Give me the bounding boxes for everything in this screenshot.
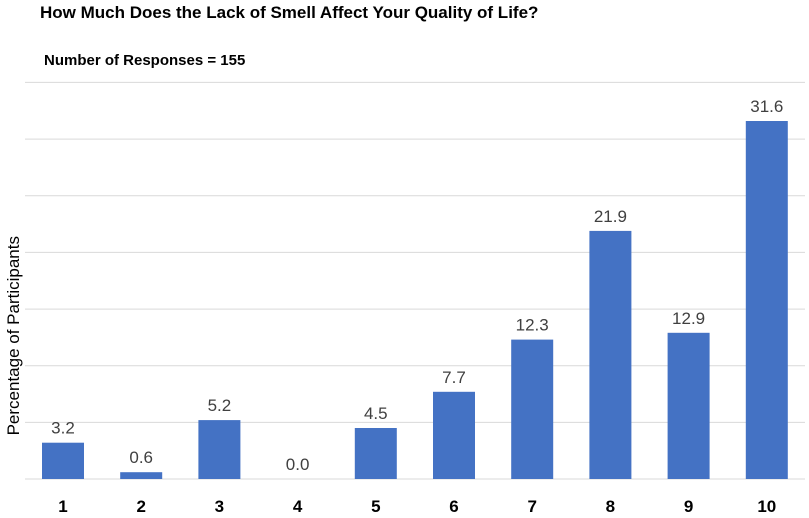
bar-8 xyxy=(589,230,632,479)
bar-5 xyxy=(354,428,397,479)
x-tick-label-8: 8 xyxy=(606,497,615,516)
x-tick-labels: 1 2 3 4 5 6 7 8 9 10 xyxy=(58,497,776,516)
data-label-8: 21.9 xyxy=(594,207,627,226)
data-label-9: 12.9 xyxy=(672,309,705,328)
data-label-1: 3.2 xyxy=(51,419,75,438)
x-tick-label-10: 10 xyxy=(757,497,776,516)
x-tick-label-6: 6 xyxy=(449,497,458,516)
x-tick-label-2: 2 xyxy=(136,497,145,516)
data-label-4: 0.0 xyxy=(286,455,310,474)
data-label-6: 7.7 xyxy=(442,368,466,387)
bar-7 xyxy=(511,339,554,479)
x-tick-label-5: 5 xyxy=(371,497,380,516)
x-tick-label-4: 4 xyxy=(293,497,303,516)
data-label-2: 0.6 xyxy=(129,448,153,467)
bar-2 xyxy=(120,472,163,479)
x-tick-label-7: 7 xyxy=(527,497,536,516)
bar-3 xyxy=(198,420,241,479)
x-tick-label-3: 3 xyxy=(215,497,224,516)
data-label-5: 4.5 xyxy=(364,404,388,423)
y-axis-label: Percentage of Participants xyxy=(4,236,23,435)
bar-1 xyxy=(42,442,84,479)
x-tick-label-1: 1 xyxy=(58,497,67,516)
chart-subtitle: Number of Responses = 155 xyxy=(44,52,246,69)
bar-10 xyxy=(745,121,788,479)
data-label-7: 12.3 xyxy=(516,316,549,335)
data-labels: 3.2 0.6 5.2 0.0 4.5 7.7 12.3 21.9 12.9 31.6 xyxy=(51,97,783,474)
data-label-10: 31.6 xyxy=(750,97,783,116)
data-label-3: 5.2 xyxy=(208,396,232,415)
bar-6 xyxy=(433,391,475,479)
bar-9 xyxy=(667,332,710,479)
bars xyxy=(42,121,788,479)
x-tick-label-9: 9 xyxy=(684,497,693,516)
chart-title: How Much Does the Lack of Smell Affect Y… xyxy=(40,3,539,22)
